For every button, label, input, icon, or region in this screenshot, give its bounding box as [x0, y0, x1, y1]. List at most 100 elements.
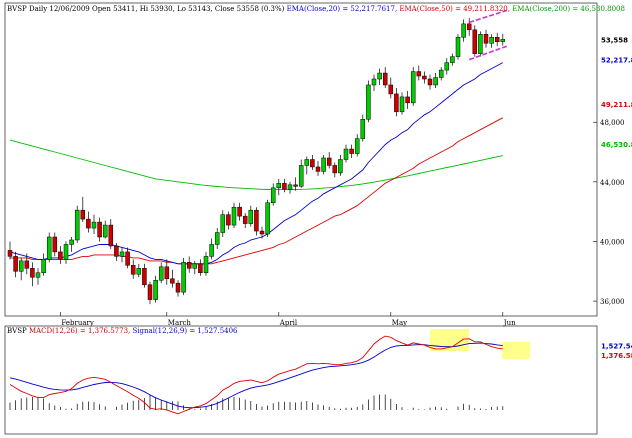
candle-down	[405, 96, 410, 104]
candle-up	[276, 183, 282, 189]
x-tick-label: February	[61, 319, 93, 327]
candle-down	[254, 209, 259, 232]
ema50-line	[10, 117, 504, 265]
candle-up	[478, 34, 483, 54]
x-tick-label: Jun	[503, 319, 516, 327]
candle-up	[377, 72, 382, 80]
macd-label: MACD(12,26) = 1,376.5773,	[28, 327, 131, 335]
candle-down	[80, 209, 86, 220]
candle-up	[338, 159, 343, 174]
candle-up	[304, 159, 310, 166]
signal-label: Signal(12,26,9) = 1,527.5406	[132, 327, 238, 335]
ema50-label: EMA(Close,50) = 49,211.8320,	[399, 5, 510, 13]
candle-up	[209, 244, 214, 257]
candle-up	[438, 69, 444, 78]
candle-up	[321, 157, 326, 172]
price-tag-bg	[599, 54, 632, 65]
macd-line	[9, 335, 503, 415]
ema20-label: EMA(Close,20) = 52,217.7617,	[286, 5, 398, 13]
candle-down	[242, 215, 248, 224]
candle-up	[46, 236, 52, 260]
price-tag: 49,211.8	[601, 101, 632, 109]
candle-up	[354, 138, 360, 154]
macd-panel	[4, 325, 598, 435]
candle-down	[175, 282, 181, 293]
price-tag: 53,558	[601, 36, 628, 44]
candle-down	[494, 37, 500, 43]
candle-up	[63, 244, 69, 260]
macd-tag: 1,527.54	[601, 343, 632, 351]
candle-up	[153, 279, 158, 300]
candle-up	[119, 251, 125, 257]
candle-up	[366, 84, 371, 120]
price-tag: 46,530.8	[601, 141, 632, 149]
candle-up	[136, 268, 142, 275]
candle-down	[326, 157, 332, 166]
candle-up	[343, 148, 349, 160]
candle-up	[371, 78, 377, 86]
candle-down	[349, 148, 354, 154]
candle-up	[102, 224, 108, 238]
candle-up	[35, 272, 41, 278]
ema200-label: EMA(Close,200) = 46,530.8008	[512, 5, 625, 13]
candle-down	[164, 266, 170, 279]
x-tick-label: May	[392, 319, 407, 327]
price-tag: 52,217.8	[601, 56, 632, 64]
candle-up	[360, 119, 366, 139]
candle-up	[181, 262, 186, 293]
candle-down	[30, 268, 35, 278]
candle-down	[237, 206, 242, 217]
candle-down	[13, 256, 18, 272]
candle-up	[433, 77, 438, 86]
price-tag-bg	[599, 139, 632, 150]
ema20-line	[9, 62, 504, 265]
ema200-line	[9, 139, 503, 191]
candle-up	[399, 96, 405, 113]
candle-down	[97, 221, 102, 238]
symbol-label: BVSP	[7, 5, 27, 13]
price-tag-bg	[599, 34, 632, 45]
price-tag-bg	[599, 99, 632, 110]
candle-down	[332, 165, 338, 174]
y-tick-label: 48,000	[600, 119, 625, 127]
candle-up	[18, 260, 24, 272]
candle-down	[259, 230, 265, 235]
candle-up	[410, 71, 416, 104]
candle-up	[461, 23, 466, 38]
candle-up	[248, 209, 254, 224]
candle-up	[220, 214, 226, 233]
candle-up	[69, 239, 74, 245]
candle-up	[74, 209, 80, 241]
candle-down	[472, 29, 478, 54]
y-tick-label: 44,000	[600, 179, 625, 187]
y-tick-label: 36,000	[600, 298, 625, 306]
candle-up	[270, 187, 276, 203]
candle-down	[108, 224, 114, 247]
candle-up	[500, 39, 506, 42]
candle-up	[91, 221, 97, 229]
candle-down	[7, 250, 13, 257]
candle-down	[130, 265, 136, 275]
candle-up	[265, 202, 270, 235]
macd-symbol-label: BVSP	[7, 327, 27, 335]
upper-trendline	[468, 9, 508, 24]
candle-down	[170, 278, 175, 284]
candle-down	[198, 263, 203, 274]
candle-down	[310, 159, 315, 168]
candle-down	[58, 251, 63, 260]
candle-up	[203, 256, 209, 274]
candle-up	[298, 165, 304, 187]
candle-down	[24, 260, 30, 269]
candle-up	[41, 259, 46, 274]
candle-down	[282, 183, 287, 190]
ohlc-info: Daily 12/06/2009 Open 53411, Hi 53930, L…	[28, 5, 285, 13]
candle-down	[125, 251, 130, 266]
candle-up	[214, 232, 220, 245]
candle-down	[466, 23, 472, 31]
candle-down	[142, 268, 147, 285]
candle-up	[455, 37, 461, 57]
candle-up	[192, 263, 198, 269]
candle-down	[186, 262, 192, 269]
x-tick-label: April	[279, 319, 298, 327]
